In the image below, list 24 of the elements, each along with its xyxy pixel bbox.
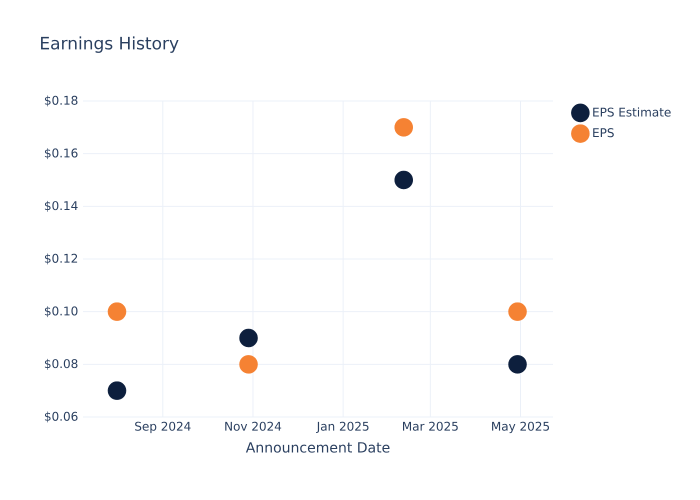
y-tick-label: $0.14 <box>44 200 78 212</box>
point <box>508 302 527 321</box>
x-tick-label: Sep 2024 <box>135 422 191 434</box>
point <box>394 118 413 137</box>
point <box>239 328 258 348</box>
point <box>239 355 258 374</box>
point <box>508 355 527 374</box>
point <box>108 302 126 321</box>
y-tick-label: $0.08 <box>44 358 78 370</box>
x-axis-title: Announcement Date <box>246 442 390 453</box>
y-tick-label: $0.12 <box>44 254 78 264</box>
x-tick-label: May 2025 <box>492 422 550 434</box>
y-tick-label: $0.10 <box>44 306 78 318</box>
x-tick-label: Mar 2025 <box>403 422 458 431</box>
x-tick-label: Jan 2025 <box>316 422 368 434</box>
x-tick-label: Nov 2024 <box>225 422 282 431</box>
chart-title: Earnings History <box>41 36 179 53</box>
y-tick-label: $0.16 <box>44 148 78 160</box>
y-tick-label: $0.18 <box>44 96 78 106</box>
point <box>394 170 413 190</box>
y-tick-label: $0.06 <box>44 412 78 422</box>
legend-label: EPS <box>593 128 614 138</box>
point <box>108 381 126 400</box>
legend-label: EPS Estimate <box>593 107 671 117</box>
